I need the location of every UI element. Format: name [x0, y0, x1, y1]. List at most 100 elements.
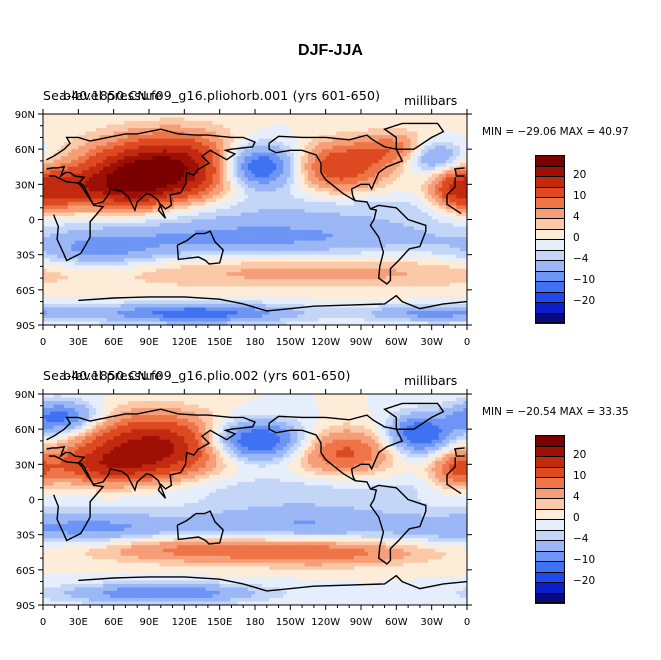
- field-cell: [127, 314, 132, 319]
- field-cell: [127, 170, 132, 175]
- field-cell: [141, 201, 147, 207]
- field-cell: [262, 152, 267, 157]
- field-cell: [233, 121, 238, 126]
- field-cell: [145, 275, 150, 280]
- field-cell: [262, 268, 267, 273]
- field-cell: [315, 244, 320, 249]
- field-cell: [96, 310, 101, 316]
- field-cell: [166, 187, 171, 192]
- field-cell: [159, 159, 164, 164]
- field-cell: [127, 201, 132, 207]
- field-cell: [50, 261, 55, 266]
- field-cell: [60, 212, 65, 217]
- field-cell: [145, 282, 150, 287]
- field-cell: [96, 124, 101, 129]
- field-cell: [149, 212, 154, 217]
- field-cell: [74, 138, 79, 143]
- field-cell: [152, 223, 157, 228]
- field-cell: [81, 237, 86, 242]
- field-cell: [134, 184, 139, 189]
- field-cell: [152, 303, 157, 309]
- field-cell: [74, 254, 79, 259]
- field-cell: [60, 296, 65, 301]
- field-cell: [247, 201, 253, 207]
- field-cell: [315, 187, 320, 192]
- field-cell: [103, 240, 108, 245]
- field-cell: [247, 237, 253, 242]
- field-cell: [297, 163, 302, 168]
- field-cell: [233, 124, 238, 129]
- field-cell: [184, 233, 189, 238]
- field-cell: [149, 117, 154, 122]
- field-cell: [209, 201, 214, 207]
- field-cell: [205, 219, 210, 224]
- field-cell: [67, 251, 72, 256]
- field-cell: [74, 121, 79, 126]
- field-cell: [247, 230, 253, 235]
- field-cell: [272, 268, 277, 273]
- field-cell: [166, 303, 171, 309]
- field-cell: [120, 272, 125, 277]
- field-cell: [67, 194, 72, 199]
- field-cell: [152, 226, 157, 231]
- field-cell: [297, 177, 302, 182]
- field-cell: [50, 272, 55, 277]
- field-cell: [46, 117, 51, 122]
- field-cell: [269, 177, 274, 182]
- field-cell: [113, 265, 118, 270]
- field-cell: [117, 121, 122, 126]
- field-cell: [262, 230, 267, 235]
- field-cell: [145, 251, 150, 256]
- field-cell: [71, 198, 76, 203]
- field-cell: [57, 226, 62, 231]
- field-cell: [251, 244, 256, 249]
- field-cell: [50, 114, 55, 119]
- field-cell: [110, 265, 115, 270]
- field-cell: [325, 170, 330, 175]
- field-cell: [290, 194, 295, 199]
- field-cell: [308, 208, 313, 214]
- field-cell: [156, 233, 161, 238]
- field-cell: [78, 240, 83, 245]
- field-cell: [113, 117, 118, 122]
- field-cell: [293, 114, 298, 119]
- field-cell: [50, 191, 55, 196]
- field-cell: [247, 180, 253, 185]
- field-cell: [262, 177, 267, 182]
- field-cell: [134, 258, 139, 263]
- field-cell: [50, 317, 55, 323]
- field-cell: [64, 265, 69, 270]
- field-cell: [244, 251, 249, 256]
- field-cell: [279, 251, 284, 256]
- field-cell: [219, 145, 224, 150]
- field-cell: [163, 321, 168, 326]
- field-cell: [131, 254, 136, 259]
- field-cell: [117, 307, 122, 312]
- field-cell: [226, 247, 231, 252]
- field-cell: [329, 265, 334, 270]
- field-cell: [173, 212, 178, 217]
- field-cell: [110, 194, 115, 199]
- field-cell: [53, 128, 58, 133]
- field-cell: [46, 198, 51, 203]
- field-cell: [315, 194, 320, 199]
- field-cell: [237, 233, 242, 238]
- field-cell: [322, 170, 327, 175]
- field-cell: [269, 191, 274, 196]
- field-cell: [64, 307, 69, 312]
- field-cell: [99, 240, 104, 245]
- field-cell: [138, 219, 143, 224]
- field-cell: [233, 201, 238, 207]
- field-cell: [205, 177, 210, 182]
- field-cell: [318, 223, 323, 228]
- field-cell: [124, 244, 129, 249]
- field-cell: [92, 212, 97, 217]
- field-cell: [212, 251, 217, 256]
- field-cell: [145, 149, 150, 154]
- field-cell: [226, 219, 231, 224]
- field-cell: [194, 240, 200, 245]
- field-cell: [191, 163, 196, 168]
- field-cell: [67, 198, 72, 203]
- field-cell: [106, 187, 111, 192]
- field-cell: [173, 314, 178, 319]
